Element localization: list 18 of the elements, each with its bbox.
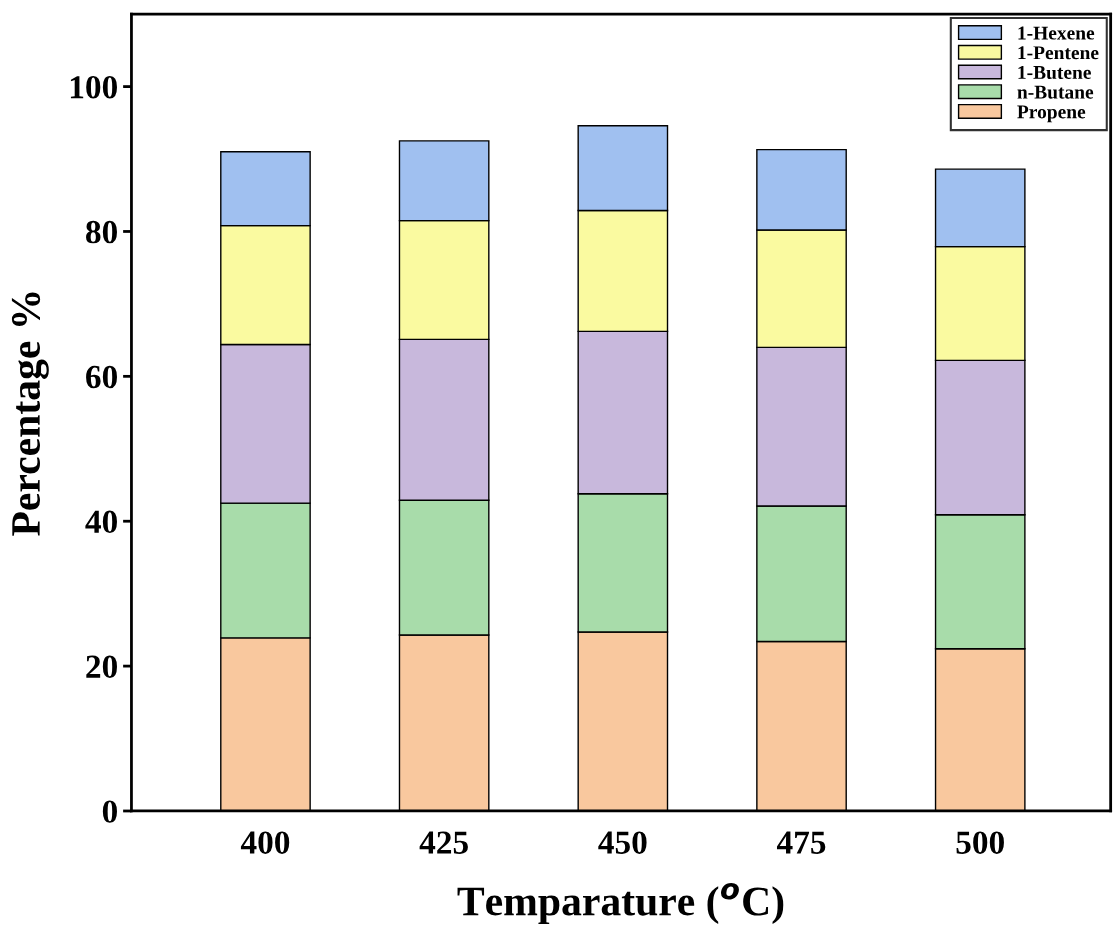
legend-label: 1-Pentene (1018, 46, 1099, 60)
y-tick-label: 100 (70, 75, 117, 99)
y-axis-title: Percentage % (11, 292, 49, 536)
y-tick-label: 80 (86, 220, 117, 244)
y-tick-label: 40 (85, 510, 117, 534)
x-tick-label: 450 (598, 831, 647, 854)
x-tick-label: 400 (240, 831, 290, 854)
legend-label: 1-Butene (1018, 65, 1091, 80)
x-tick-label: 425 (419, 831, 468, 854)
legend-label: 1-Hexene (1018, 26, 1095, 40)
y-tick-label: 0 (102, 800, 117, 823)
legend-label: n-Butane (1017, 85, 1094, 99)
x-axis-title: Temparature ($^{o}$C) (457, 882, 784, 925)
y-tick-label: 60 (86, 365, 117, 389)
x-tick-label: 500 (956, 831, 1004, 854)
legend-label: Propene (1017, 105, 1086, 123)
y-tick-label: 20 (86, 655, 117, 678)
x-tick-label: 475 (776, 831, 826, 854)
